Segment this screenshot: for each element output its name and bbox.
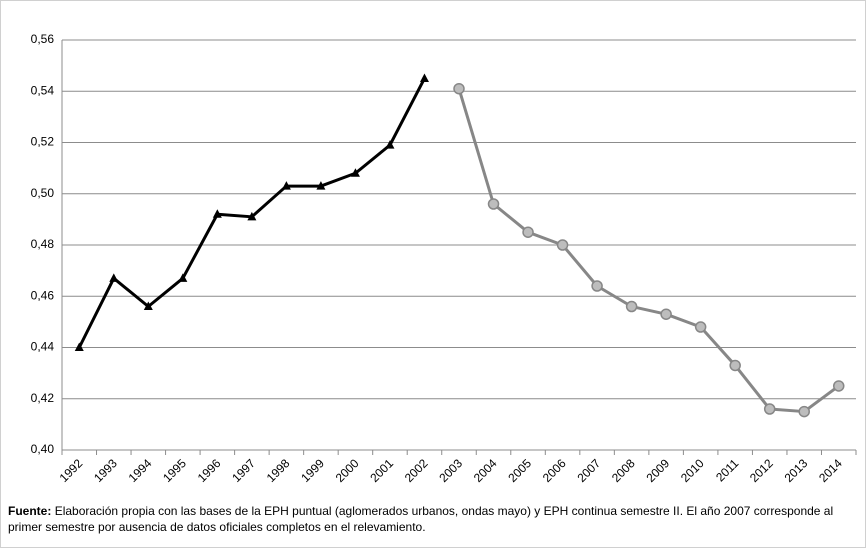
marker bbox=[660, 308, 672, 320]
marker bbox=[798, 405, 810, 418]
x-tick-label: 2014 bbox=[816, 456, 845, 485]
marker bbox=[212, 209, 222, 218]
y-tick-label: 0,50 bbox=[31, 186, 55, 200]
x-tick-label: 1998 bbox=[264, 456, 293, 485]
x-tick-label: 2007 bbox=[574, 456, 603, 485]
x-tick-label: 2004 bbox=[471, 456, 500, 485]
marker bbox=[316, 181, 326, 190]
marker bbox=[178, 273, 188, 282]
x-tick-label: 1997 bbox=[229, 456, 258, 485]
marker bbox=[247, 211, 257, 221]
marker bbox=[453, 82, 465, 95]
x-tick-label: 1996 bbox=[195, 456, 224, 485]
y-tick-label: 0,40 bbox=[31, 442, 55, 456]
marker bbox=[419, 73, 429, 82]
y-tick-label: 0,44 bbox=[31, 340, 55, 354]
x-tick-label: 2000 bbox=[333, 456, 362, 485]
marker bbox=[350, 168, 360, 177]
marker bbox=[729, 359, 741, 372]
x-tick-label: 1994 bbox=[126, 456, 155, 485]
y-tick-label: 0,56 bbox=[31, 32, 55, 46]
y-tick-label: 0,42 bbox=[31, 391, 55, 405]
x-tick-label: 2012 bbox=[747, 456, 776, 485]
marker bbox=[385, 140, 395, 149]
x-tick-label: 2010 bbox=[678, 456, 707, 485]
x-tick-label: 2006 bbox=[540, 456, 569, 485]
marker bbox=[556, 239, 569, 251]
marker bbox=[109, 273, 119, 282]
x-tick-label: 1993 bbox=[91, 456, 120, 485]
marker bbox=[143, 301, 153, 310]
marker bbox=[763, 403, 776, 415]
x-tick-label: 2005 bbox=[505, 456, 534, 485]
y-tick-label: 0,48 bbox=[31, 237, 55, 251]
marker bbox=[625, 300, 638, 313]
x-tick-label: 2011 bbox=[713, 456, 741, 484]
marker bbox=[694, 321, 707, 333]
y-tick-label: 0,46 bbox=[31, 288, 55, 302]
marker bbox=[591, 280, 603, 292]
x-tick-label: 2009 bbox=[643, 456, 672, 485]
x-tick-label: 1995 bbox=[160, 456, 189, 485]
marker bbox=[281, 181, 291, 190]
x-tick-label: 1992 bbox=[57, 456, 86, 485]
x-tick-label: 2013 bbox=[782, 456, 811, 485]
x-tick-label: 2002 bbox=[402, 456, 431, 485]
x-tick-label: 2008 bbox=[609, 456, 638, 485]
marker bbox=[487, 198, 500, 210]
x-tick-label: 1999 bbox=[298, 456, 327, 485]
x-tick-label: 2001 bbox=[367, 456, 396, 485]
x-tick-label: 2003 bbox=[436, 456, 465, 485]
source-note: Fuente: Elaboración propia con las bases… bbox=[8, 503, 856, 535]
y-tick-label: 0,54 bbox=[31, 83, 55, 97]
series-line bbox=[457, 88, 840, 414]
marker bbox=[832, 380, 845, 392]
y-tick-label: 0,52 bbox=[31, 135, 55, 149]
marker bbox=[74, 342, 84, 351]
marker bbox=[522, 226, 534, 238]
source-label: Fuente: bbox=[8, 504, 52, 518]
source-text: Elaboración propia con las bases de la E… bbox=[8, 504, 834, 534]
